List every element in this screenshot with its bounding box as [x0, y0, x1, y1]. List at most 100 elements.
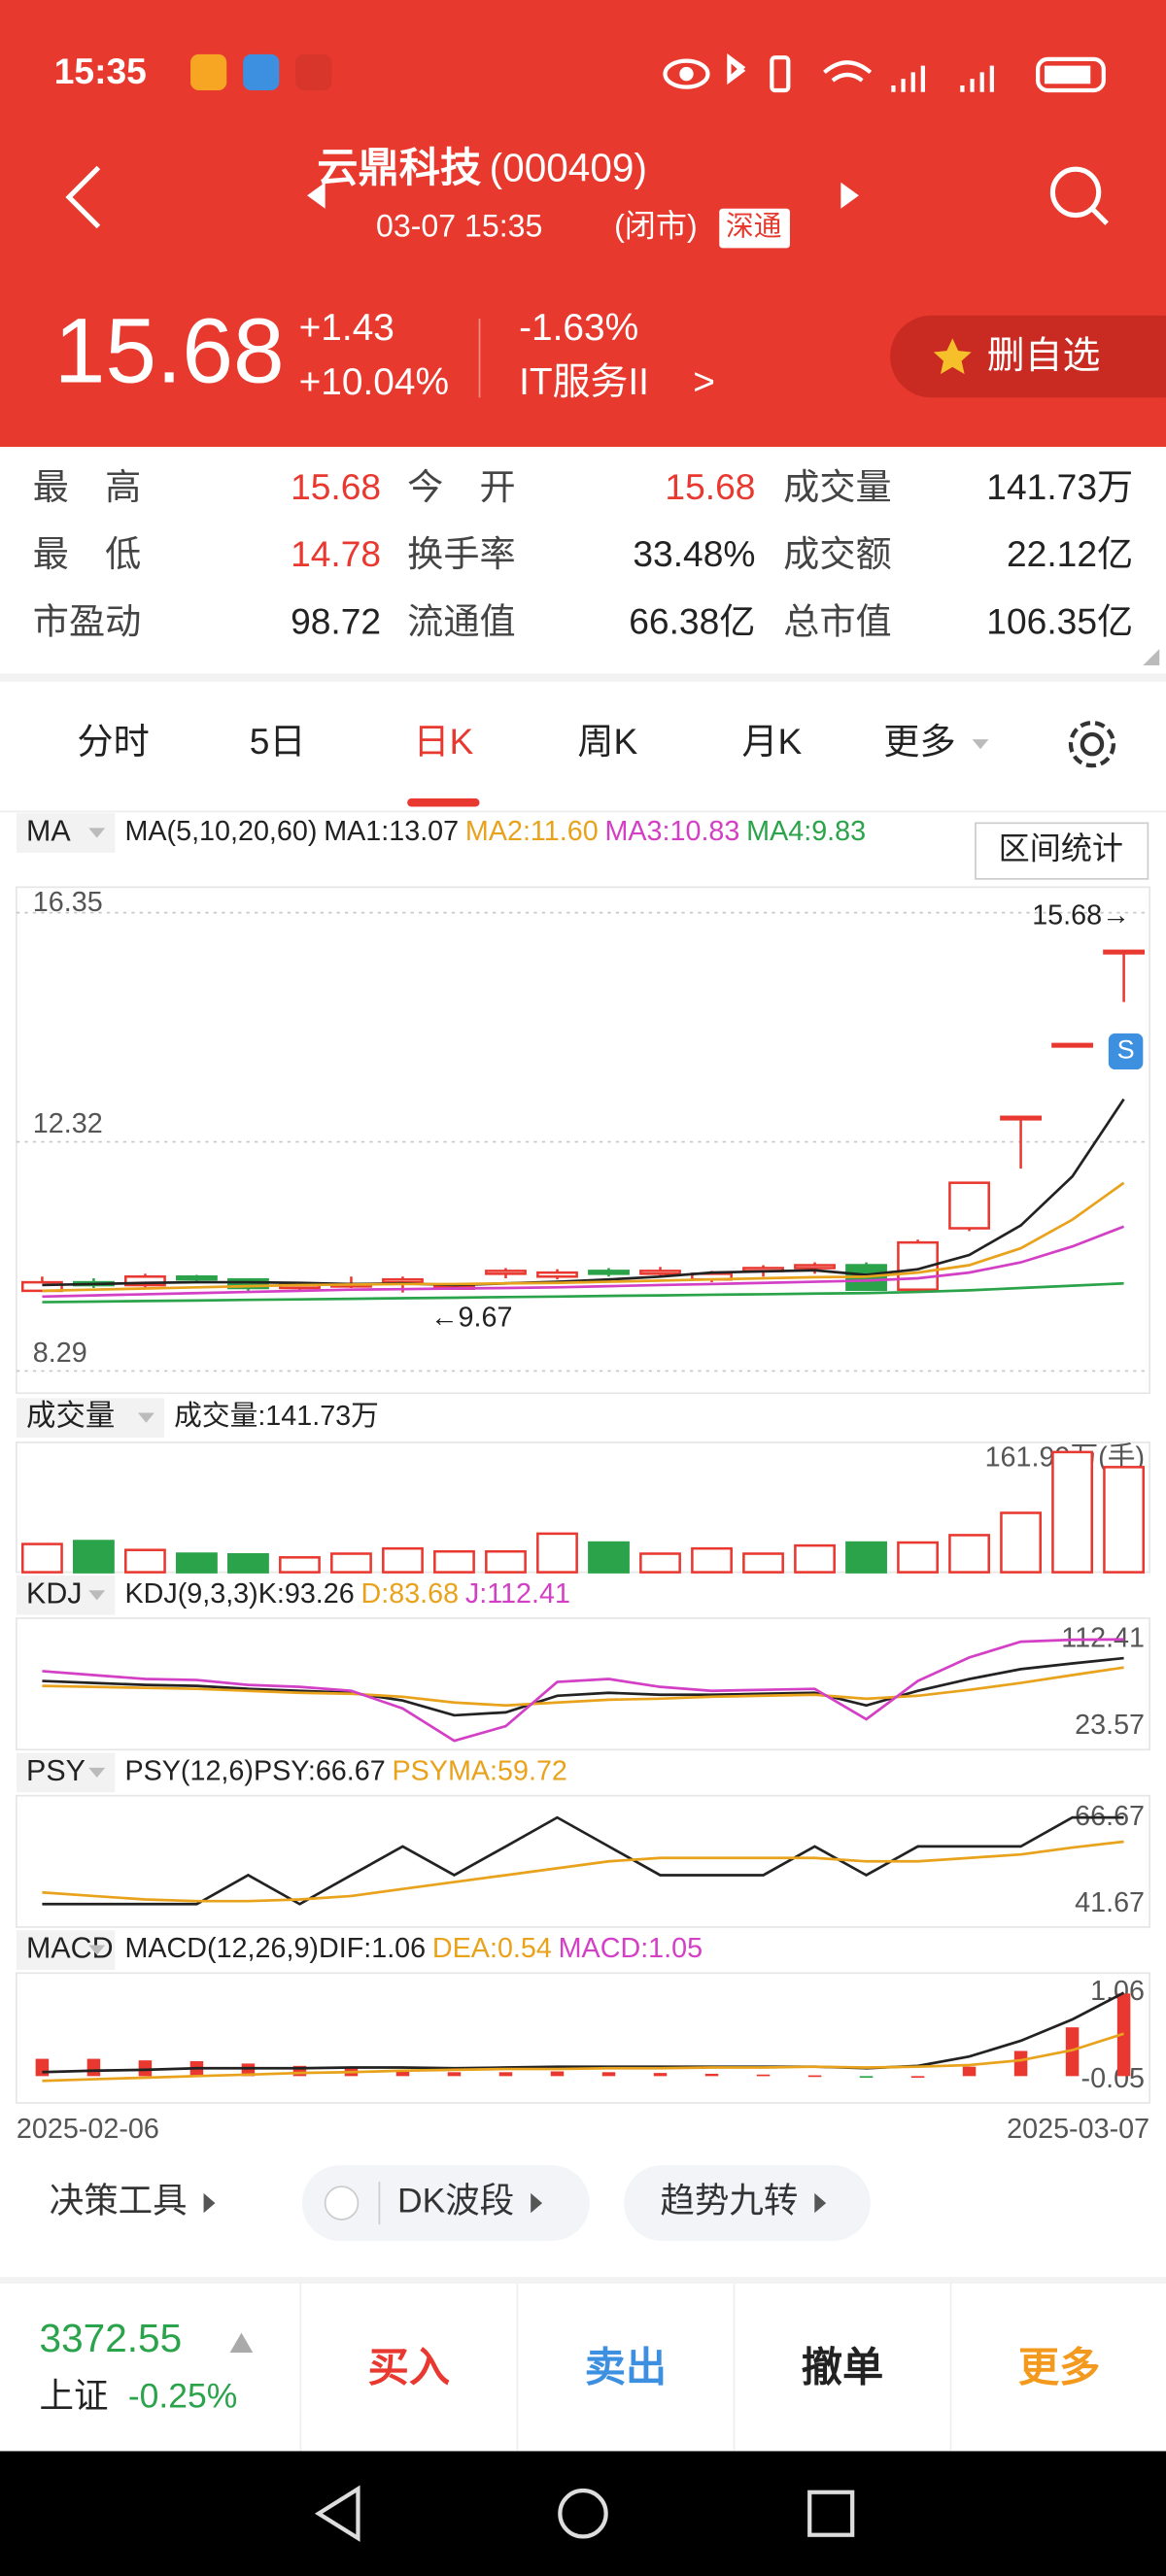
separator	[0, 2277, 1166, 2284]
macd-bar	[292, 2065, 307, 2077]
menu-arrow	[88, 828, 106, 838]
candle-body	[948, 1181, 990, 1230]
expand-corner[interactable]	[1143, 649, 1160, 665]
candle-body	[1103, 949, 1146, 955]
stat-label: 今 开	[407, 466, 516, 507]
candle-body	[1000, 1115, 1042, 1121]
indicator-menu[interactable]: KDJ	[26, 1576, 82, 1610]
index-value: 3372.55	[40, 2316, 183, 2360]
volume-bar	[588, 1541, 630, 1574]
stat-value: 106.35亿	[986, 601, 1133, 642]
nav-recent[interactable]	[807, 2490, 855, 2537]
indicator-line	[42, 1815, 1124, 1906]
action-button[interactable]: 撤单	[802, 2345, 883, 2390]
tool-pill[interactable]	[624, 2165, 871, 2241]
stat-value: 22.12亿	[1007, 533, 1133, 574]
tool-pill[interactable]	[301, 2165, 590, 2241]
volume-bar	[73, 1540, 115, 1574]
stat-label: 流通值	[407, 601, 516, 642]
legend-entry: PSYMA:59.72	[392, 1756, 566, 1787]
candle-body	[176, 1274, 218, 1281]
tab[interactable]: 日K	[413, 721, 473, 762]
plot-frame	[16, 1441, 1150, 1574]
candle-body	[124, 1274, 166, 1287]
volume-bar	[279, 1556, 321, 1574]
volume-bar	[948, 1534, 990, 1574]
indicator-menu[interactable]: MA	[26, 815, 71, 848]
nav-bar	[0, 2451, 1166, 2576]
macd-bar	[498, 2072, 513, 2077]
legend-entry: MA(5,10,20,60)	[124, 816, 317, 847]
range-stats-button[interactable]: 区间统计	[999, 831, 1123, 866]
macd-bar	[704, 2073, 719, 2077]
nav-back[interactable]	[314, 2485, 360, 2542]
indicator-line	[42, 1840, 1124, 1903]
tab[interactable]: 分时	[77, 721, 149, 762]
y-tick-label: 112.41	[1061, 1622, 1145, 1653]
stat-label: 成交量	[783, 466, 892, 507]
action-button[interactable]: 买入	[368, 2345, 450, 2390]
tab[interactable]: 5日	[250, 721, 306, 762]
macd-bar	[86, 2058, 101, 2077]
indicator-menu[interactable]: PSY	[26, 1754, 86, 1787]
back-button[interactable]	[65, 165, 101, 229]
search-button[interactable]	[1049, 166, 1109, 225]
x-tick-label: 2025-03-07	[1007, 2114, 1149, 2145]
app-icon	[295, 53, 332, 91]
dropdown-arrow	[972, 739, 989, 750]
tab[interactable]: 更多	[883, 721, 955, 762]
indicator-line	[42, 1656, 1124, 1717]
volume-bar	[794, 1543, 836, 1574]
macd-bar	[1013, 2051, 1028, 2077]
legend-entry: MA1:13.07	[324, 816, 459, 847]
sector-change: -1.63%	[519, 307, 638, 349]
candle-body	[485, 1270, 527, 1275]
volume-bar	[227, 1553, 269, 1574]
stat-value: 15.68	[291, 466, 381, 507]
tab[interactable]: 月K	[741, 721, 802, 762]
y-tick-label: 41.67	[1075, 1887, 1145, 1918]
volume-bar	[1103, 1466, 1146, 1574]
range-stats-bg[interactable]	[975, 822, 1149, 880]
prev-stock[interactable]	[307, 182, 326, 209]
macd-bar	[756, 2074, 771, 2077]
next-stock[interactable]	[840, 182, 859, 209]
tool[interactable]: DK波段	[397, 2181, 514, 2220]
stat-value: 66.38亿	[629, 601, 755, 642]
sector-link[interactable]: >	[693, 361, 715, 403]
stat-value: 33.48%	[633, 533, 755, 574]
sector[interactable]: IT服务II	[519, 361, 649, 403]
tab[interactable]: 周K	[577, 721, 637, 762]
stock-name: 云鼎科技	[317, 145, 482, 190]
action-button[interactable]: 卖出	[585, 2345, 667, 2390]
tool[interactable]: 决策工具	[50, 2181, 188, 2220]
volume-bar	[124, 1548, 166, 1574]
tool[interactable]: 趋势九转	[660, 2181, 798, 2220]
menu-arrow	[137, 1412, 154, 1423]
badge-bg	[719, 208, 790, 249]
macd-bar	[910, 2076, 925, 2079]
plot-frame	[16, 1617, 1150, 1751]
macd-bar	[447, 2072, 462, 2077]
indicator-menu-bg[interactable]	[16, 1398, 165, 1438]
tool-arrow	[531, 2192, 543, 2214]
volume-bar	[536, 1532, 578, 1574]
stock-code: (000409)	[490, 146, 647, 190]
app-icon	[243, 53, 280, 91]
action-button[interactable]: 更多	[1018, 2345, 1100, 2390]
nav-home[interactable]	[558, 2488, 608, 2539]
watchlist-button-bg[interactable]	[890, 315, 1166, 398]
macd-bar	[138, 2060, 153, 2077]
market-status: (闭市)	[614, 209, 698, 244]
candle-body	[639, 1270, 681, 1275]
legend-entry: KDJ(9,3,3)K:93.26	[124, 1578, 354, 1610]
candle-body	[20, 1280, 63, 1293]
signal: S	[1117, 1035, 1135, 1065]
x-tick-label: 2025-02-06	[17, 2114, 159, 2145]
indicator-menu[interactable]: 成交量	[26, 1400, 115, 1433]
stat-value: 15.68	[665, 466, 755, 507]
watchlist-button[interactable]: 删自选	[987, 335, 1101, 377]
y-tick-label: -0.05	[1081, 2063, 1145, 2094]
settings-button[interactable]	[1068, 721, 1116, 768]
